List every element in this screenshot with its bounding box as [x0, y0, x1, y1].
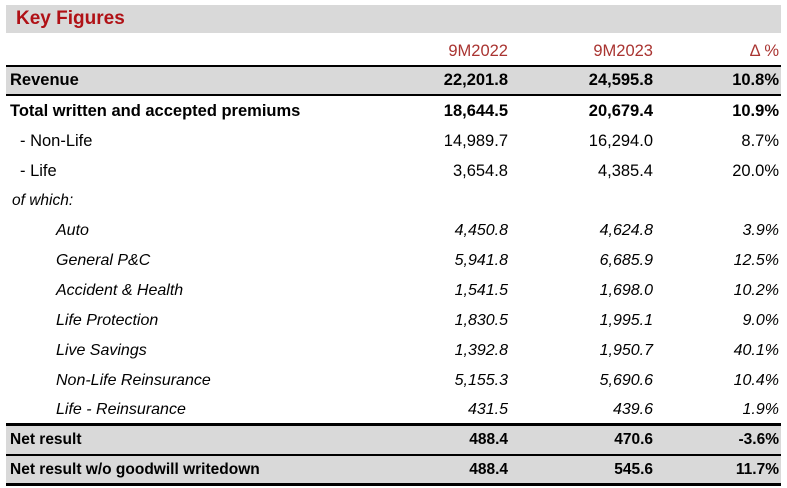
- header-row: 9M2022 9M2023 Δ %: [6, 38, 781, 67]
- cell-9m2022: 1,541.5: [454, 282, 508, 299]
- cell-9m2023: 5,690.6: [599, 372, 653, 389]
- row-label: - Life: [20, 161, 57, 180]
- key-figures-table: 9M2022 9M2023 Δ % Revenue 22,201.8 24,59…: [6, 38, 781, 486]
- col-header-9m2022: 9M2022: [448, 42, 508, 60]
- cell-9m2022: 18,644.5: [443, 101, 508, 120]
- row-label: Non-Life Reinsurance: [56, 372, 211, 389]
- cell-9m2022: 488.4: [469, 431, 508, 448]
- table-row-auto: Auto 4,450.8 4,624.8 3.9%: [6, 216, 781, 246]
- row-label: Auto: [56, 222, 89, 239]
- cell-9m2022: 5,155.3: [454, 372, 508, 389]
- cell-9m2023: 4,624.8: [599, 222, 653, 239]
- cell-9m2023: 1,950.7: [599, 342, 653, 359]
- cell-9m2023: 545.6: [614, 460, 653, 478]
- cell-9m2023: 6,685.9: [599, 252, 653, 269]
- row-label: Revenue: [10, 71, 79, 89]
- table-row-net-result-wo-goodwill: Net result w/o goodwill writedown 488.4 …: [6, 456, 781, 486]
- table-row-life-protection: Life Protection 1,830.5 1,995.1 9.0%: [6, 306, 781, 336]
- col-header-9m2023: 9M2023: [593, 42, 653, 60]
- row-label: - Non-Life: [20, 131, 93, 150]
- cell-delta: 10.8%: [732, 71, 779, 89]
- table-row-of-which: of which:: [6, 186, 781, 216]
- table-row-accident-health: Accident & Health 1,541.5 1,698.0 10.2%: [6, 276, 781, 306]
- cell-9m2023: 16,294.0: [588, 131, 653, 150]
- cell-delta: 12.5%: [733, 252, 779, 269]
- cell-delta: 10.4%: [733, 372, 779, 389]
- cell-9m2022: 4,450.8: [454, 222, 508, 239]
- cell-9m2023: 470.6: [614, 431, 653, 448]
- cell-9m2022: 1,830.5: [454, 312, 508, 329]
- table-row-life-reinsurance: Life - Reinsurance 431.5 439.6 1.9%: [6, 396, 781, 426]
- row-label: Total written and accepted premiums: [10, 101, 301, 120]
- cell-9m2022: 431.5: [467, 400, 508, 418]
- page-title: Key Figures: [16, 8, 125, 29]
- table-row-total-premiums: Total written and accepted premiums 18,6…: [6, 96, 781, 126]
- row-label: Net result: [10, 431, 82, 448]
- table-row-life: - Life 3,654.8 4,385.4 20.0%: [6, 156, 781, 186]
- cell-delta: 20.0%: [732, 161, 779, 180]
- table-row-non-life-reinsurance: Non-Life Reinsurance 5,155.3 5,690.6 10.…: [6, 366, 781, 396]
- cell-9m2022: 5,941.8: [454, 252, 508, 269]
- cell-delta: 9.0%: [742, 312, 779, 329]
- cell-delta: 3.9%: [742, 222, 779, 239]
- table-row-non-life: - Non-Life 14,989.7 16,294.0 8.7%: [6, 126, 781, 156]
- cell-delta: -3.6%: [738, 431, 780, 448]
- cell-9m2023: 1,698.0: [599, 282, 653, 299]
- table-row-live-savings: Live Savings 1,392.8 1,950.7 40.1%: [6, 336, 781, 366]
- cell-delta: 10.2%: [733, 282, 779, 299]
- cell-delta: 40.1%: [733, 342, 779, 359]
- cell-9m2022: 14,989.7: [443, 131, 508, 150]
- cell-9m2023: 439.6: [612, 400, 653, 418]
- cell-delta: 10.9%: [732, 101, 779, 120]
- row-label: of which:: [12, 192, 74, 209]
- cell-delta: 1.9%: [742, 400, 779, 418]
- cell-delta: 11.7%: [735, 460, 779, 478]
- cell-9m2023: 1,995.1: [599, 312, 653, 329]
- cell-9m2022: 1,392.8: [454, 342, 508, 359]
- cell-9m2023: 24,595.8: [588, 71, 653, 89]
- row-label: Accident & Health: [56, 282, 184, 299]
- row-label: Net result w/o goodwill writedown: [10, 460, 260, 478]
- row-label: General P&C: [56, 252, 151, 269]
- table-row-general-pc: General P&C 5,941.8 6,685.9 12.5%: [6, 246, 781, 276]
- cell-9m2022: 488.4: [469, 460, 508, 478]
- col-header-delta: Δ %: [749, 42, 779, 60]
- row-label: Life - Reinsurance: [56, 400, 186, 418]
- cell-delta: 8.7%: [741, 131, 779, 150]
- cell-9m2023: 20,679.4: [588, 101, 653, 120]
- title-bar: Key Figures: [6, 5, 781, 33]
- cell-9m2022: 3,654.8: [452, 161, 508, 180]
- table-row-revenue: Revenue 22,201.8 24,595.8 10.8%: [6, 67, 781, 96]
- cell-9m2023: 4,385.4: [597, 161, 653, 180]
- cell-9m2022: 22,201.8: [443, 71, 508, 89]
- row-label: Life Protection: [56, 312, 159, 329]
- row-label: Live Savings: [56, 342, 147, 359]
- table-row-net-result: Net result 488.4 470.6 -3.6%: [6, 426, 781, 456]
